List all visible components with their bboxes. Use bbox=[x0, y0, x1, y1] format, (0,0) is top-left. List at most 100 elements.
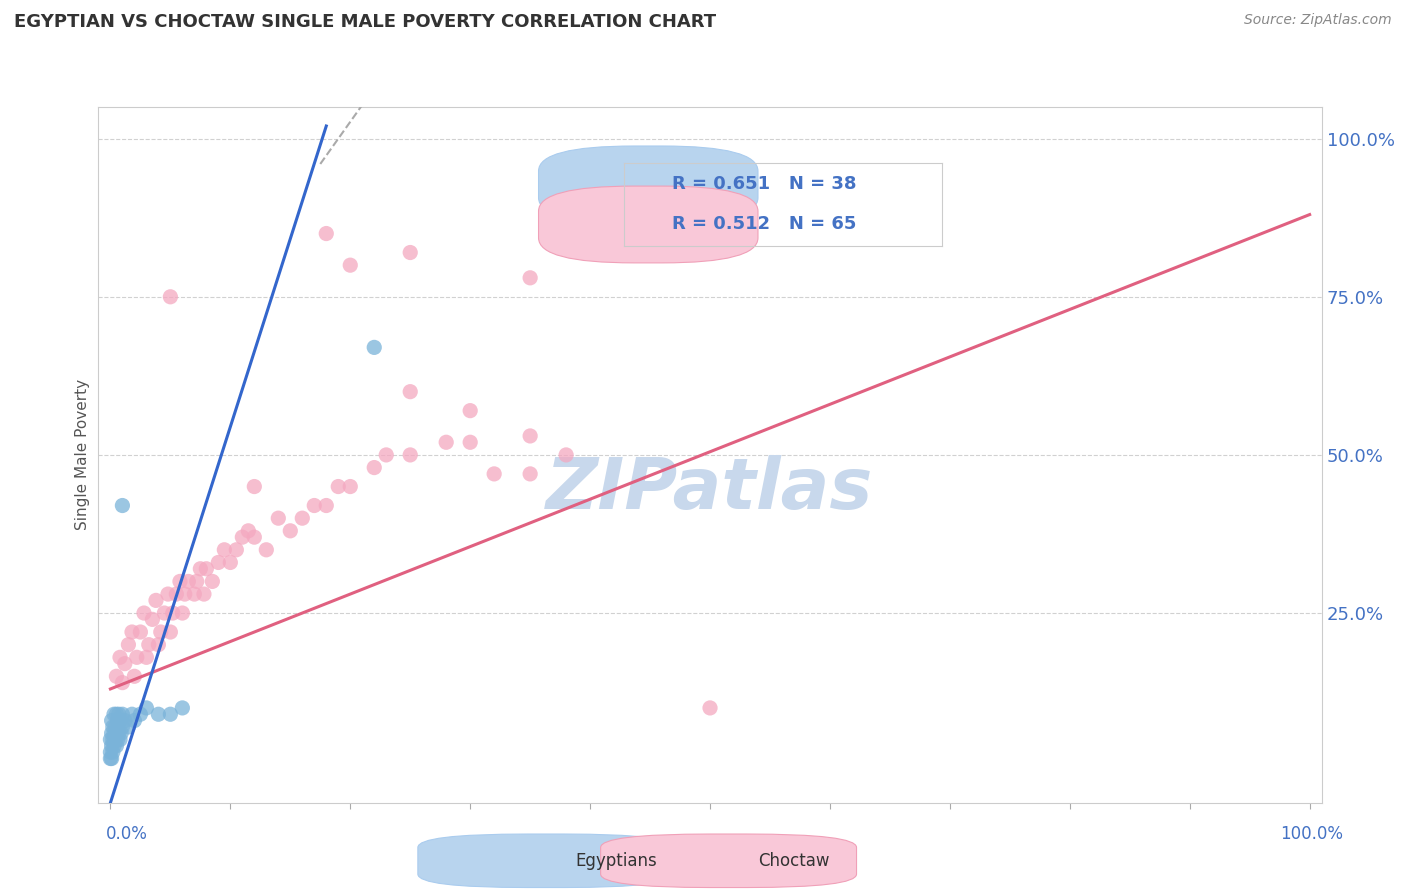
Point bbox=[238, 524, 260, 538]
Point bbox=[105, 726, 128, 740]
Point bbox=[108, 650, 131, 665]
Point bbox=[399, 245, 422, 260]
Point bbox=[117, 638, 139, 652]
Point bbox=[315, 499, 337, 513]
Point bbox=[159, 290, 181, 304]
FancyBboxPatch shape bbox=[600, 834, 856, 888]
Point bbox=[555, 448, 578, 462]
Point bbox=[101, 745, 124, 759]
Point bbox=[156, 587, 179, 601]
Point bbox=[195, 562, 218, 576]
Point bbox=[125, 650, 148, 665]
Point bbox=[339, 479, 361, 493]
Point bbox=[278, 524, 301, 538]
Point bbox=[339, 258, 361, 272]
Point bbox=[111, 720, 134, 734]
Point bbox=[183, 587, 205, 601]
Point bbox=[104, 732, 127, 747]
Point bbox=[107, 732, 129, 747]
Point bbox=[108, 714, 131, 728]
Point bbox=[121, 625, 143, 640]
Point bbox=[186, 574, 208, 589]
Point bbox=[214, 542, 236, 557]
Point bbox=[375, 448, 398, 462]
Point bbox=[100, 732, 122, 747]
Point bbox=[103, 707, 125, 722]
Point bbox=[114, 714, 136, 728]
Point bbox=[201, 574, 224, 589]
Point bbox=[328, 479, 350, 493]
Point bbox=[100, 745, 122, 759]
Y-axis label: Single Male Poverty: Single Male Poverty bbox=[75, 379, 90, 531]
Point bbox=[304, 499, 326, 513]
Point bbox=[434, 435, 457, 450]
Point bbox=[173, 587, 195, 601]
Text: R = 0.651   N = 38: R = 0.651 N = 38 bbox=[672, 176, 856, 194]
Point bbox=[141, 612, 163, 626]
Point bbox=[458, 435, 481, 450]
Point bbox=[458, 403, 481, 417]
Point bbox=[172, 606, 194, 620]
Point bbox=[363, 340, 385, 354]
Point bbox=[135, 650, 157, 665]
Point bbox=[519, 467, 541, 481]
Point bbox=[117, 720, 139, 734]
Point bbox=[291, 511, 314, 525]
Point bbox=[219, 556, 242, 570]
Text: 0.0%: 0.0% bbox=[105, 825, 148, 843]
Point bbox=[188, 562, 212, 576]
Text: R = 0.512   N = 65: R = 0.512 N = 65 bbox=[672, 216, 856, 234]
Point bbox=[100, 751, 122, 765]
Point bbox=[101, 732, 124, 747]
Point bbox=[363, 460, 385, 475]
Point bbox=[100, 726, 122, 740]
Point bbox=[399, 448, 422, 462]
Point bbox=[103, 726, 125, 740]
Point bbox=[132, 606, 155, 620]
Point bbox=[149, 625, 172, 640]
Point bbox=[148, 638, 170, 652]
Point bbox=[101, 720, 124, 734]
Point bbox=[145, 593, 167, 607]
Point bbox=[111, 499, 134, 513]
Point bbox=[879, 214, 901, 228]
Point bbox=[124, 669, 146, 683]
Point bbox=[100, 751, 122, 765]
FancyBboxPatch shape bbox=[538, 146, 758, 223]
Point bbox=[110, 726, 132, 740]
Point bbox=[105, 707, 128, 722]
Point bbox=[177, 574, 200, 589]
Point bbox=[108, 732, 131, 747]
Point bbox=[399, 384, 422, 399]
Point bbox=[267, 511, 290, 525]
Text: EGYPTIAN VS CHOCTAW SINGLE MALE POVERTY CORRELATION CHART: EGYPTIAN VS CHOCTAW SINGLE MALE POVERTY … bbox=[14, 13, 716, 31]
Point bbox=[162, 606, 184, 620]
Point bbox=[225, 542, 247, 557]
Text: Source: ZipAtlas.com: Source: ZipAtlas.com bbox=[1244, 13, 1392, 28]
Point bbox=[111, 675, 134, 690]
Point bbox=[148, 707, 170, 722]
Point bbox=[699, 701, 721, 715]
Point bbox=[100, 714, 122, 728]
Point bbox=[519, 270, 541, 285]
Point bbox=[243, 479, 266, 493]
Point bbox=[114, 657, 136, 671]
Text: Choctaw: Choctaw bbox=[758, 852, 830, 870]
Point bbox=[172, 701, 194, 715]
Text: 100.0%: 100.0% bbox=[1279, 825, 1343, 843]
Point bbox=[121, 707, 143, 722]
Text: Egyptians: Egyptians bbox=[575, 852, 657, 870]
Point bbox=[108, 707, 131, 722]
Point bbox=[243, 530, 266, 544]
Point bbox=[159, 625, 181, 640]
Point bbox=[138, 638, 160, 652]
Point bbox=[103, 739, 125, 753]
Point bbox=[159, 707, 181, 722]
Point bbox=[124, 714, 146, 728]
Point bbox=[107, 714, 129, 728]
Point bbox=[111, 707, 134, 722]
Text: ZIPatlas: ZIPatlas bbox=[547, 455, 873, 524]
Point bbox=[153, 606, 176, 620]
Point bbox=[193, 587, 215, 601]
Point bbox=[254, 542, 277, 557]
